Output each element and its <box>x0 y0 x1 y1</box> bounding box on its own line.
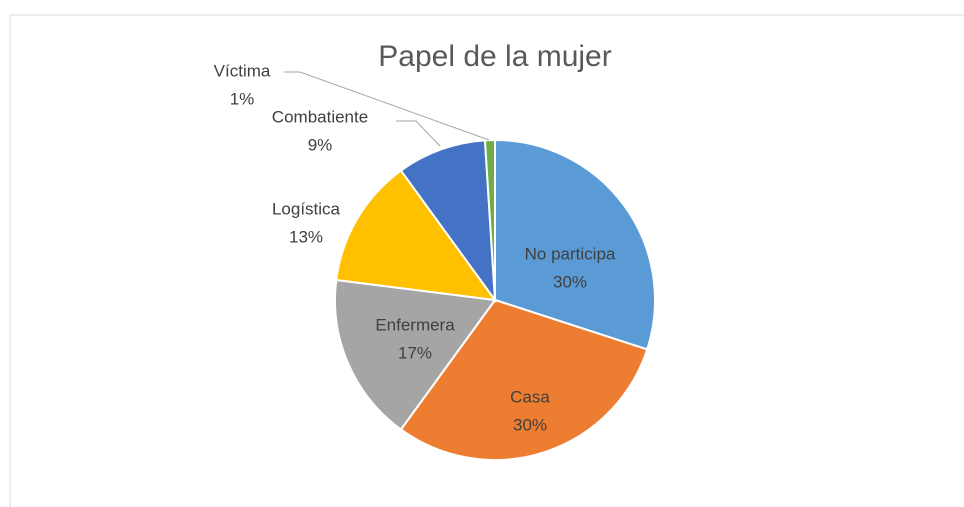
slice-label: Combatiente <box>272 107 368 126</box>
leader-line <box>396 120 441 147</box>
pie-slice <box>399 298 649 461</box>
slice-label: Enfermera <box>375 315 455 334</box>
pie-slice <box>399 139 497 304</box>
slice-label: Víctima <box>214 61 271 80</box>
slice-value-label: 1% <box>230 89 255 108</box>
chart-title: Papel de la mujer <box>378 40 611 73</box>
slice-value-label: 17% <box>398 343 432 362</box>
pie-slice <box>334 278 497 431</box>
slice-value-label: 30% <box>513 415 547 434</box>
slice-label: Logística <box>272 199 341 218</box>
slice-value-label: 30% <box>553 272 587 291</box>
leader-line <box>284 71 490 141</box>
slice-value-label: 9% <box>308 135 333 154</box>
pie-slice <box>494 138 656 351</box>
slice-label: Casa <box>510 387 550 406</box>
pie-slice <box>335 169 498 302</box>
slice-value-label: 13% <box>289 227 323 246</box>
pie-slice <box>483 138 496 301</box>
slice-label: No participa <box>525 244 616 263</box>
